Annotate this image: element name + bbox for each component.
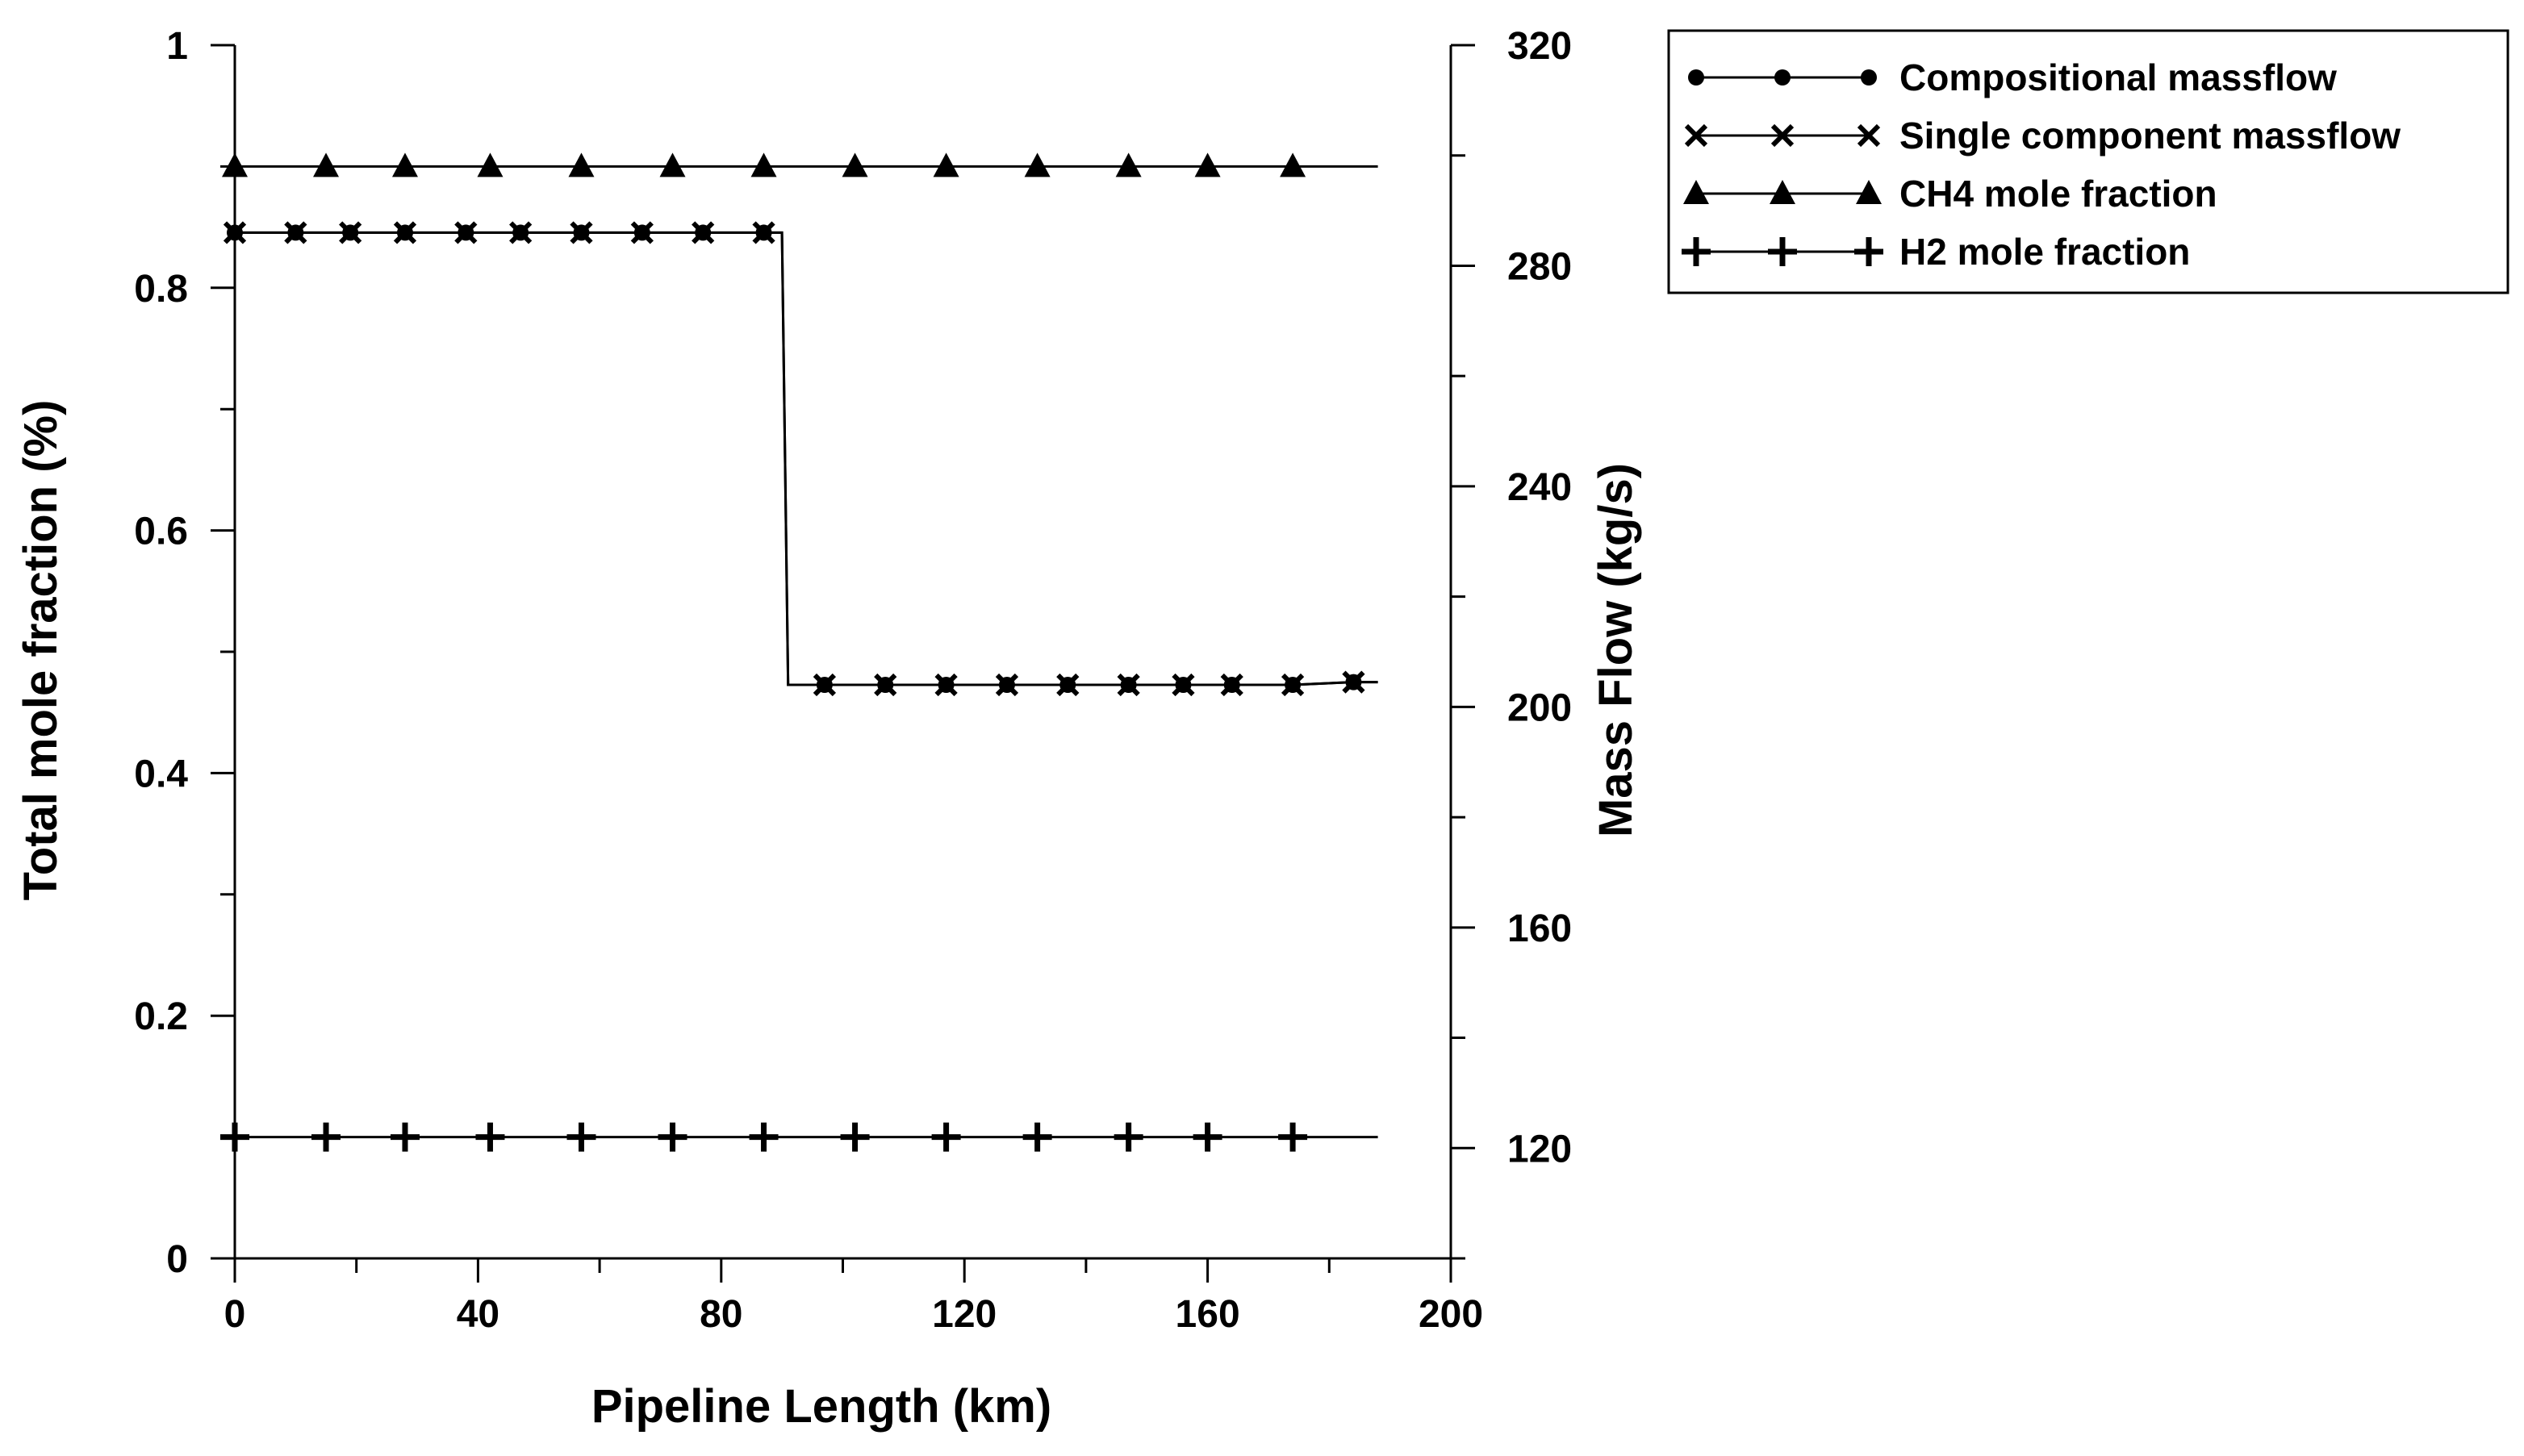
legend-marker-h2-mole-fraction	[1682, 237, 1711, 266]
data-point-single-component-massflow	[1220, 673, 1243, 697]
data-point-ch4-mole-fraction	[1115, 152, 1142, 177]
legend-marker-h2-mole-fraction	[1854, 237, 1883, 266]
y2-tick-label: 240	[1507, 466, 1572, 509]
y-tick-label: 0.4	[134, 753, 188, 795]
y-tick-label: 0.6	[134, 511, 188, 553]
data-point-single-component-massflow	[454, 221, 478, 244]
x-tick-label: 40	[457, 1293, 499, 1336]
y2-axis-title: Mass Flow (kg/s)	[1590, 463, 1642, 837]
data-point-h2-mole-fraction	[1022, 1122, 1052, 1152]
legend-marker-h2-mole-fraction	[1768, 237, 1797, 266]
series-layer	[220, 152, 1378, 1152]
y2-tick-label: 120	[1507, 1128, 1572, 1170]
data-point-ch4-mole-fraction	[933, 152, 959, 177]
y-tick-label: 0.8	[134, 268, 188, 311]
data-point-ch4-mole-fraction	[842, 152, 868, 177]
data-point-h2-mole-fraction	[749, 1122, 779, 1152]
legend-marker-compositional-massflow	[1774, 69, 1791, 86]
data-point-h2-mole-fraction	[1278, 1122, 1308, 1152]
legend-marker-compositional-massflow	[1688, 69, 1704, 86]
data-point-single-component-massflow	[1281, 673, 1305, 697]
x-tick-label: 120	[932, 1293, 997, 1336]
data-point-single-component-massflow	[995, 673, 1019, 697]
x-tick-label: 200	[1419, 1293, 1483, 1336]
data-point-ch4-mole-fraction	[1194, 152, 1221, 177]
x-axis-title: Pipeline Length (km)	[591, 1380, 1051, 1433]
series-line-compositional-massflow	[235, 231, 1378, 686]
data-point-single-component-massflow	[1172, 673, 1195, 697]
y-tick-label: 0	[166, 1238, 188, 1281]
legend-marker-single-component-massflow	[1684, 123, 1708, 148]
data-point-single-component-massflow	[393, 221, 417, 244]
data-point-h2-mole-fraction	[1114, 1122, 1143, 1152]
y-axis-title: Total mole fraction (%)	[15, 400, 67, 901]
data-point-single-component-massflow	[570, 221, 593, 244]
data-point-ch4-mole-fraction	[1280, 152, 1306, 177]
x-tick-label: 160	[1176, 1293, 1240, 1336]
y2-tick-label: 280	[1507, 245, 1572, 288]
legend: Compositional massflow Single component m…	[1667, 29, 2509, 294]
legend-label: H2 mole fraction	[1899, 231, 2190, 273]
data-point-ch4-mole-fraction	[391, 152, 418, 177]
legend-marker-single-component-massflow	[1857, 123, 1881, 148]
data-point-ch4-mole-fraction	[568, 152, 595, 177]
data-point-ch4-mole-fraction	[313, 152, 340, 177]
legend-box	[1667, 29, 2509, 294]
data-point-ch4-mole-fraction	[659, 152, 686, 177]
legend-marker-ch4-mole-fraction	[1856, 180, 1882, 204]
data-point-single-component-massflow	[630, 221, 654, 244]
data-point-ch4-mole-fraction	[477, 152, 504, 177]
x-tick-label: 0	[224, 1293, 246, 1336]
y2-tick-label: 200	[1507, 686, 1572, 729]
y2-tick-label: 160	[1507, 907, 1572, 950]
data-point-single-component-massflow	[339, 221, 362, 244]
axes-layer: 0 40 80 120 160 200 0 0.2 0.4 0.6 0.8 1 120 160 200 240…	[134, 25, 1572, 1336]
data-point-single-component-massflow	[692, 221, 715, 244]
y-tick-label: 0.2	[134, 995, 188, 1038]
data-point-single-component-massflow	[1117, 673, 1140, 697]
data-point-h2-mole-fraction	[1193, 1122, 1222, 1152]
data-point-single-component-massflow	[509, 221, 533, 244]
legend-marker-ch4-mole-fraction	[1683, 180, 1709, 204]
data-point-h2-mole-fraction	[931, 1122, 961, 1152]
y-tick-label: 1	[166, 25, 188, 68]
data-point-single-component-massflow	[1056, 673, 1080, 697]
data-point-ch4-mole-fraction	[750, 152, 777, 177]
data-point-single-component-massflow	[874, 673, 897, 697]
legend-label: Compositional massflow	[1899, 56, 2337, 98]
data-point-h2-mole-fraction	[390, 1122, 420, 1152]
data-point-h2-mole-fraction	[840, 1122, 870, 1152]
legend-marker-single-component-massflow	[1770, 123, 1795, 148]
legend-marker-ch4-mole-fraction	[1770, 180, 1795, 204]
data-point-h2-mole-fraction	[658, 1122, 687, 1152]
series-line-single-component-massflow	[235, 231, 1378, 686]
data-point-single-component-massflow	[934, 673, 958, 697]
legend-label: CH4 mole fraction	[1899, 173, 2217, 215]
data-point-single-component-massflow	[284, 221, 307, 244]
data-point-h2-mole-fraction	[475, 1122, 505, 1152]
x-tick-label: 80	[700, 1293, 742, 1336]
data-point-single-component-massflow	[752, 221, 775, 244]
legend-label: Single component massflow	[1899, 115, 2401, 156]
data-point-ch4-mole-fraction	[1024, 152, 1051, 177]
data-point-h2-mole-fraction	[311, 1122, 341, 1152]
data-point-single-component-massflow	[813, 673, 837, 697]
data-point-h2-mole-fraction	[566, 1122, 596, 1152]
legend-marker-compositional-massflow	[1861, 69, 1877, 86]
y2-tick-label: 320	[1507, 25, 1572, 68]
data-point-single-component-massflow	[1342, 670, 1365, 694]
